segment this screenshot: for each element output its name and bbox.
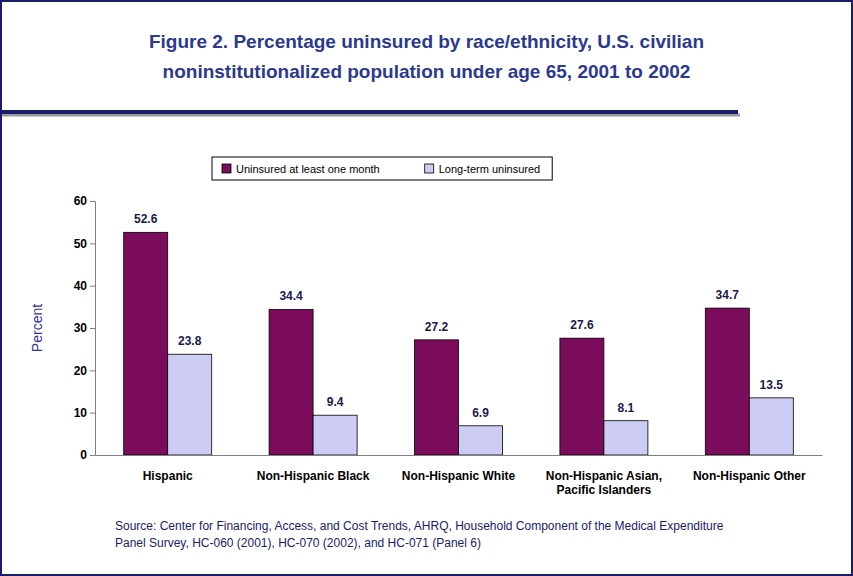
text-line: Non-Hispanic White: [402, 469, 516, 483]
data-label: 34.4: [279, 289, 303, 303]
bar: [269, 309, 313, 455]
source-note: Source: Center for Financing, Access, an…: [115, 519, 724, 550]
data-label: 34.7: [716, 288, 740, 302]
bar: [415, 340, 459, 455]
y-tick-label: 60: [74, 194, 88, 208]
y-tick: 60: [74, 194, 95, 208]
y-tick-mark: [90, 201, 95, 202]
x-tick: Hispanic: [143, 469, 193, 483]
data-label: 13.5: [760, 378, 784, 392]
y-tick-mark: [90, 328, 95, 329]
x-tick-label: Non-Hispanic White: [402, 469, 516, 483]
legend-box: [212, 157, 552, 180]
y-tick: 50: [74, 237, 95, 251]
bar: [705, 308, 749, 455]
y-tick-label: 50: [74, 237, 88, 251]
text-line: Non-Hispanic Black: [257, 469, 370, 483]
data-label: 8.1: [618, 401, 635, 415]
y-tick: 40: [74, 279, 95, 293]
text-line: Figure 2. Percentage uninsured by race/e…: [149, 31, 704, 52]
bar: [560, 338, 604, 455]
text-line: Source: Center for Financing, Access, an…: [115, 519, 724, 533]
y-tick-label: 30: [74, 321, 88, 335]
text-line: noninstitutionalized population under ag…: [163, 61, 691, 82]
y-axis-line: [90, 202, 96, 456]
y-axis-title: Percent: [29, 304, 45, 352]
text-line: Non-Hispanic Asian,: [546, 469, 662, 483]
y-tick-mark: [90, 286, 95, 287]
y-tick: 0: [80, 448, 95, 462]
bar: [124, 232, 168, 455]
text-line: Hispanic: [143, 469, 193, 483]
legend-marker: [425, 164, 434, 173]
x-axis: Hispanic Non-Hispanic Black Non-Hispanic W…: [96, 456, 823, 498]
bars: [124, 232, 794, 455]
y-axis: 0 10 20 30 40 50 60: [74, 194, 96, 462]
y-tick: 30: [74, 321, 95, 335]
legend-marker: [222, 164, 231, 173]
title: Figure 2. Percentage uninsured by race/e…: [149, 31, 704, 82]
y-tick-label: 10: [74, 406, 88, 420]
data-label: 9.4: [327, 395, 344, 409]
x-tick: Non-Hispanic Asian,Pacific Islanders: [546, 469, 662, 497]
data-label: 23.8: [178, 334, 202, 348]
y-tick-mark: [90, 243, 95, 244]
y-tick-label: 20: [74, 364, 88, 378]
y-tick-label: 0: [80, 448, 87, 462]
bar: [459, 426, 503, 455]
y-tick-label: 40: [74, 279, 88, 293]
frame: [1, 1, 852, 575]
x-tick: Non-Hispanic Other: [693, 469, 806, 483]
chart: Figure 2. Percentage uninsured by race/e…: [0, 0, 853, 576]
x-tick-label: Non-Hispanic Other: [693, 469, 806, 483]
legend-label: Long-term uninsured: [439, 163, 541, 175]
bar: [168, 354, 212, 455]
legend: Uninsured at least one month Long-term un…: [212, 157, 552, 180]
data-label: 27.2: [425, 320, 449, 334]
bar: [313, 415, 357, 455]
text-line: Non-Hispanic Other: [693, 469, 806, 483]
x-tick-label: Hispanic: [143, 469, 193, 483]
text-line: Pacific Islanders: [557, 483, 652, 497]
x-tick-label: Non-Hispanic Asian,Pacific Islanders: [546, 469, 662, 497]
data-labels: 52.6 34.4 27.2 27.6 34.7 23.8 9.4 6.9 8.1 13.5: [134, 212, 783, 419]
title-rule: [2, 110, 738, 114]
x-tick: Non-Hispanic Black: [257, 469, 370, 483]
bar: [604, 421, 648, 455]
y-tick: 20: [74, 364, 95, 378]
data-label: 27.6: [570, 318, 594, 332]
data-label: 52.6: [134, 212, 158, 226]
y-tick-mark: [90, 370, 95, 371]
y-tick-mark: [90, 455, 95, 456]
x-axis-line: [96, 455, 823, 456]
y-tick: 10: [74, 406, 95, 420]
bar: [749, 398, 793, 455]
y-tick-mark: [90, 413, 95, 414]
legend-label: Uninsured at least one month: [236, 163, 380, 175]
data-label: 6.9: [472, 406, 489, 420]
text-line: Panel Survey, HC-060 (2001), HC-070 (200…: [115, 536, 481, 550]
x-tick-label: Non-Hispanic Black: [257, 469, 370, 483]
x-tick: Non-Hispanic White: [402, 469, 516, 483]
